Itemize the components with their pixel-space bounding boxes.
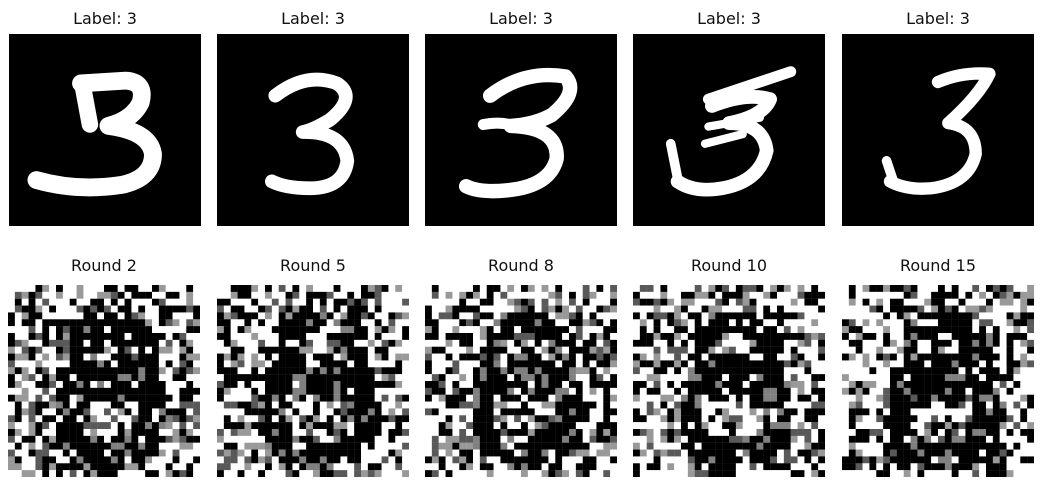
- noisy-reconstruction-image: [8, 285, 200, 477]
- digit-3-image: [9, 34, 201, 226]
- reconstruction-image: [8, 285, 200, 477]
- digit-image: [842, 34, 1034, 226]
- panel-title: Label: 3: [73, 9, 137, 28]
- panel-title: Round 15: [899, 256, 977, 275]
- panel-title: Round 2: [71, 256, 137, 275]
- panel-title: Round 8: [488, 256, 554, 275]
- digit-image: [425, 34, 617, 226]
- digit-3-image: [217, 34, 409, 226]
- reconstruction-image: [842, 285, 1034, 477]
- digit-image: [633, 34, 825, 226]
- reconstruction-image: [217, 285, 409, 477]
- noisy-reconstruction-image: [633, 285, 825, 477]
- digit-3-image: [425, 34, 617, 226]
- panel-title: Label: 3: [906, 9, 970, 28]
- panel-title: Label: 3: [489, 9, 553, 28]
- panel-title: Round 10: [690, 256, 768, 275]
- panel-title: Round 5: [280, 256, 346, 275]
- digit-image: [217, 34, 409, 226]
- noisy-reconstruction-image: [425, 285, 617, 477]
- reconstruction-image: [633, 285, 825, 477]
- noisy-reconstruction-image: [217, 285, 409, 477]
- reconstruction-image: [425, 285, 617, 477]
- digit-image: [9, 34, 201, 226]
- noisy-reconstruction-image: [842, 285, 1034, 477]
- panel-title: Label: 3: [281, 9, 345, 28]
- panel-title: Label: 3: [697, 9, 761, 28]
- digit-3-image: [842, 34, 1034, 226]
- digit-3-image: [633, 34, 825, 226]
